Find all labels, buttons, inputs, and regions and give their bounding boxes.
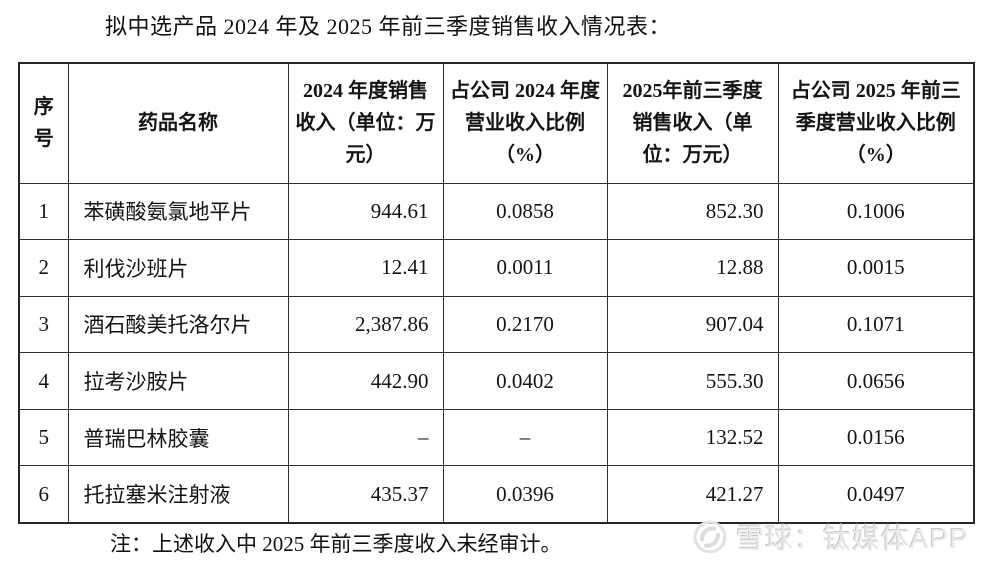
cell-drug-name: 利伐沙班片 [67, 239, 289, 297]
cell-pct-2024: 0.0011 [442, 239, 608, 297]
table-header-row: 序号 药品名称 2024 年度销售收入（单位：万元） 占公司 2024 年度营业… [18, 62, 975, 184]
header-cell-rev-2024: 2024 年度销售收入（单位：万元） [287, 62, 444, 184]
cell-pct-2025: 0.1006 [777, 182, 975, 241]
cell-index: 2 [18, 239, 69, 297]
cell-pct-2025: 0.0156 [777, 408, 975, 467]
cell-pct-2025: 0.0015 [777, 239, 975, 297]
cell-rev-2025: 555.30 [606, 352, 779, 410]
cell-pct-2024: 0.2170 [442, 295, 608, 354]
cell-rev-2025: 852.30 [606, 182, 779, 241]
cell-index: 5 [18, 408, 69, 467]
cell-rev-2025: 421.27 [606, 465, 779, 524]
cell-pct-2024: – [442, 408, 608, 467]
header-cell-drug-name: 药品名称 [67, 62, 289, 184]
cell-pct-2025: 0.1071 [777, 295, 975, 354]
header-cell-index: 序号 [18, 62, 69, 184]
cell-pct-2025: 0.0497 [777, 465, 975, 524]
header-cell-pct-2024: 占公司 2024 年度营业收入比例（%） [442, 62, 608, 184]
table-row: 5 普瑞巴林胶囊 – – 132.52 0.0156 [18, 408, 975, 467]
cell-rev-2025: 12.88 [606, 239, 779, 297]
page-title: 拟中选产品 2024 年及 2025 年前三季度销售收入情况表： [105, 14, 672, 39]
cell-index: 3 [18, 295, 69, 354]
cell-drug-name: 托拉塞米注射液 [67, 465, 289, 524]
cell-index: 1 [18, 182, 69, 241]
cell-index: 4 [18, 352, 69, 410]
cell-drug-name: 普瑞巴林胶囊 [67, 408, 289, 467]
cell-rev-2025: 907.04 [606, 295, 779, 354]
cell-drug-name: 拉考沙胺片 [67, 352, 289, 410]
cell-rev-2024: 12.41 [287, 239, 444, 297]
cell-pct-2025: 0.0656 [777, 352, 975, 410]
cell-rev-2025: 132.52 [606, 408, 779, 467]
cell-drug-name: 酒石酸美托洛尔片 [67, 295, 289, 354]
cell-rev-2024: 442.90 [287, 352, 444, 410]
cell-drug-name: 苯磺酸氨氯地平片 [67, 182, 289, 241]
cell-rev-2024: 944.61 [287, 182, 444, 241]
cell-rev-2024: 2,387.86 [287, 295, 444, 354]
cell-rev-2024: – [287, 408, 444, 467]
table-row: 1 苯磺酸氨氯地平片 944.61 0.0858 852.30 0.1006 [18, 182, 975, 241]
header-cell-pct-2025: 占公司 2025 年前三季度营业收入比例（%） [777, 62, 975, 184]
table-row: 2 利伐沙班片 12.41 0.0011 12.88 0.0015 [18, 239, 975, 297]
cell-index: 6 [18, 465, 69, 524]
footer-note: 注：上述收入中 2025 年前三季度收入未经审计。 [110, 532, 562, 556]
cell-pct-2024: 0.0396 [442, 465, 608, 524]
xueqiu-logo-icon [692, 519, 728, 555]
header-cell-rev-2025: 2025年前三季度销售收入（单位：万元） [606, 62, 779, 184]
cell-pct-2024: 0.0858 [442, 182, 608, 241]
cell-rev-2024: 435.37 [287, 465, 444, 524]
table-row: 3 酒石酸美托洛尔片 2,387.86 0.2170 907.04 0.1071 [18, 295, 975, 354]
table-row: 4 拉考沙胺片 442.90 0.0402 555.30 0.0656 [18, 352, 975, 410]
sales-revenue-table: 序号 药品名称 2024 年度销售收入（单位：万元） 占公司 2024 年度营业… [18, 62, 975, 524]
cell-pct-2024: 0.0402 [442, 352, 608, 410]
table-row: 6 托拉塞米注射液 435.37 0.0396 421.27 0.0497 [18, 465, 975, 524]
